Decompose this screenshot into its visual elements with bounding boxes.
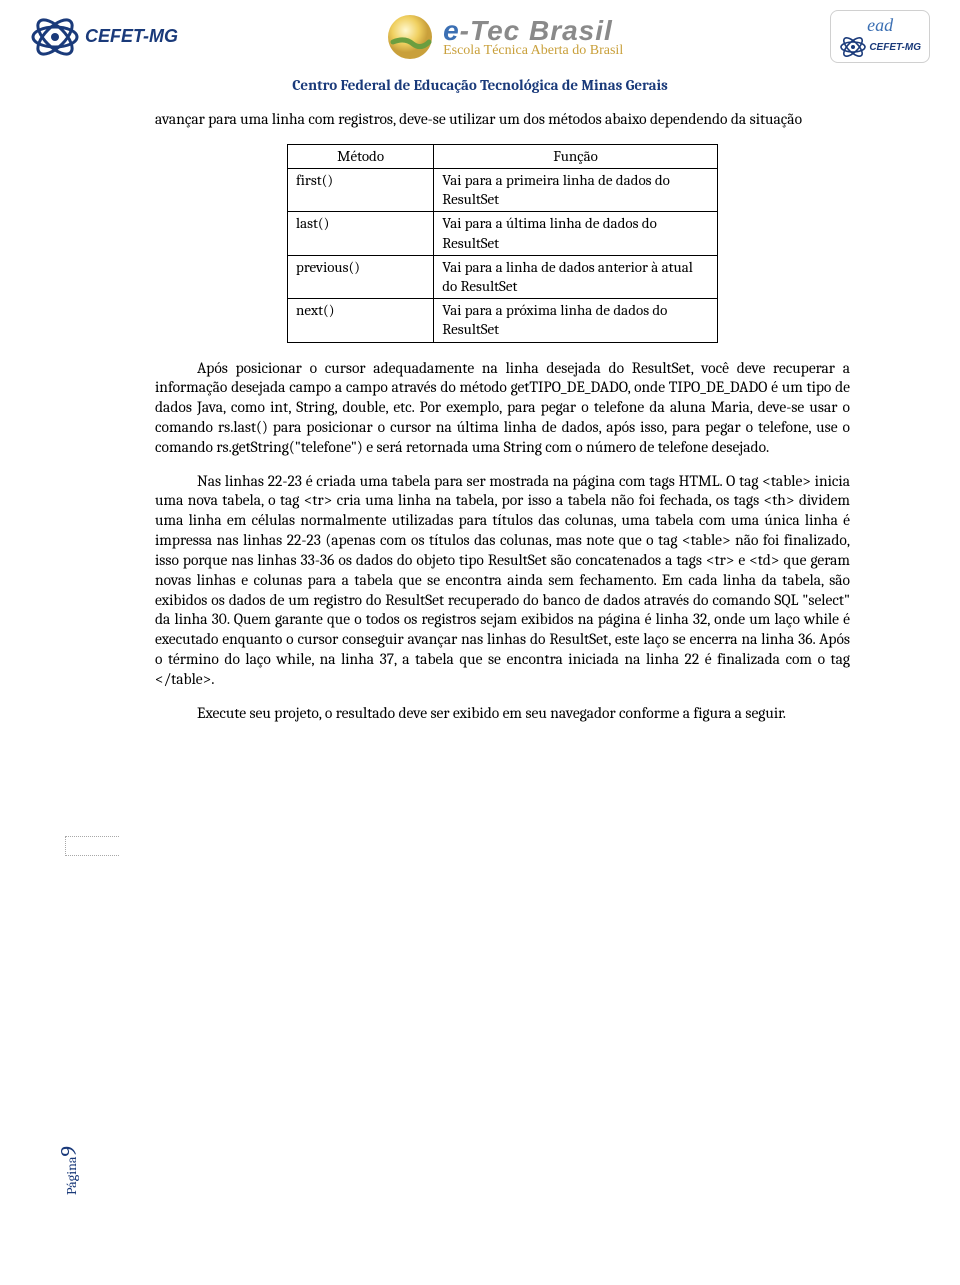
table-cell-function: Vai para a linha de dados anterior à atu… (434, 255, 718, 298)
page-number: 9 (56, 1146, 82, 1157)
table-header-method: Método (288, 144, 434, 168)
table-row: next() Vai para a próxima linha de dados… (288, 299, 718, 342)
table-row: first() Vai para a primeira linha de dad… (288, 169, 718, 212)
table-cell-function: Vai para a próxima linha de dados do Res… (434, 299, 718, 342)
cefet-emblem-icon (30, 17, 80, 57)
table-header-function: Função (434, 144, 718, 168)
institution-subtitle: Centro Federal de Educação Tecnológica d… (0, 76, 960, 94)
cefet-small-emblem-icon (839, 36, 867, 58)
table-header-row: Método Função (288, 144, 718, 168)
paragraph-2: Nas linhas 22-23 é criada uma tabela par… (155, 472, 850, 690)
cefet-text: CEFET-MG (85, 26, 178, 47)
logo-ead: ead CEFET-MG (830, 10, 930, 63)
intro-paragraph: avançar para uma linha com registros, de… (155, 110, 850, 130)
margin-marker (65, 836, 119, 856)
table-cell-function: Vai para a última linha de dados do Resu… (434, 212, 718, 255)
document-body: avançar para uma linha com registros, de… (0, 110, 960, 724)
page-label: Página (63, 1157, 80, 1195)
page-number-footer: Página9 (56, 1146, 82, 1195)
page-header: CEFET-MG e-Tec (0, 0, 960, 68)
table-row: previous() Vai para a linha de dados ant… (288, 255, 718, 298)
table-cell-method: last() (288, 212, 434, 255)
ead-cefet-text: CEFET-MG (869, 42, 921, 53)
paragraph-3: Execute seu projeto, o resultado deve se… (155, 704, 850, 724)
table-cell-method: previous() (288, 255, 434, 298)
globe-icon (385, 12, 435, 62)
table-cell-method: next() (288, 299, 434, 342)
table-cell-function: Vai para a primeira linha de dados do Re… (434, 169, 718, 212)
paragraph-1: Após posicionar o cursor adequadamente n… (155, 359, 850, 458)
methods-table: Método Função first() Vai para a primeir… (287, 144, 718, 343)
table-cell-method: first() (288, 169, 434, 212)
etec-subtitle: Escola Técnica Aberta do Brasil (443, 43, 623, 59)
logo-cefet: CEFET-MG (30, 17, 178, 57)
ead-text: ead (867, 15, 893, 36)
table-row: last() Vai para a última linha de dados … (288, 212, 718, 255)
logo-etec-brasil: e-Tec Brasil Escola Técnica Aberta do Br… (385, 12, 623, 62)
